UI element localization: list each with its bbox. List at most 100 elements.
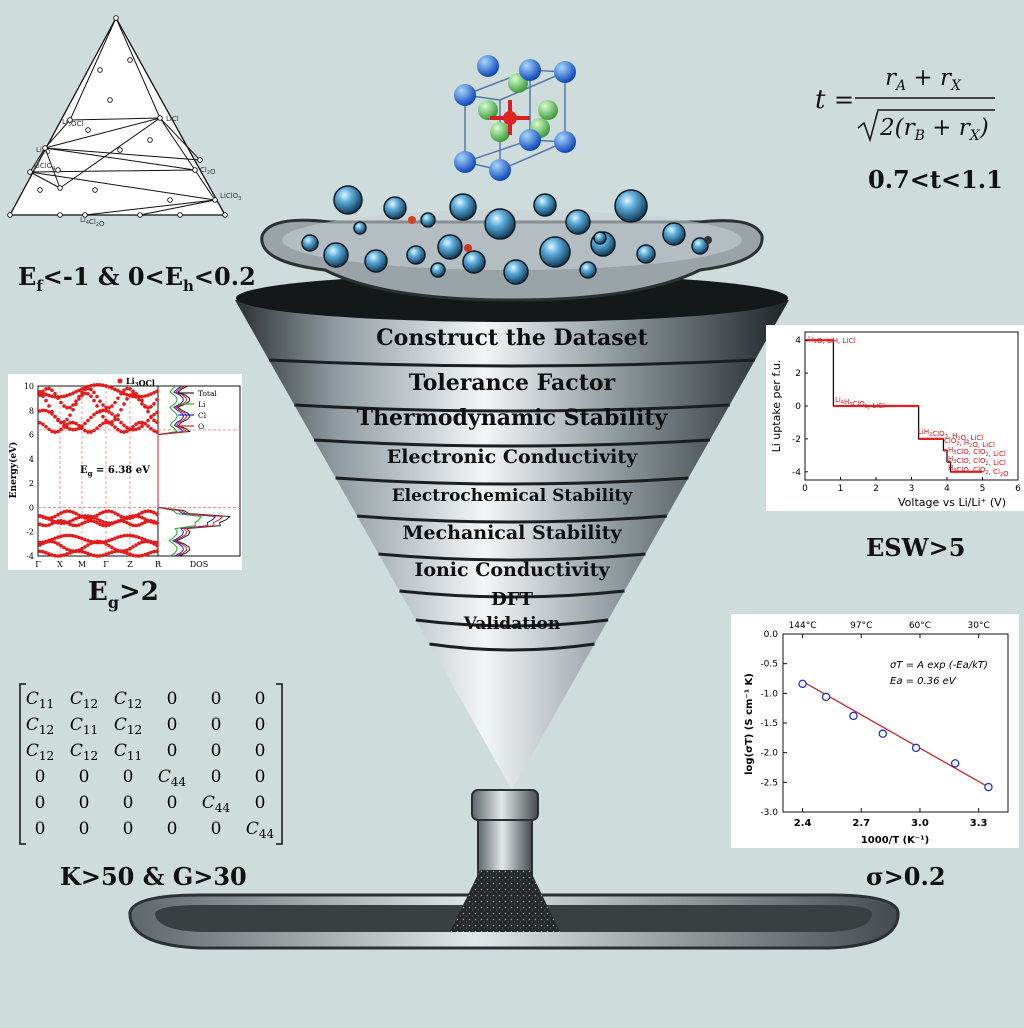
band-point — [152, 402, 156, 406]
band-point — [71, 391, 75, 395]
band-point — [89, 430, 93, 434]
band-point — [101, 523, 105, 528]
band-point — [44, 387, 48, 391]
svg-text:Eg>2: Eg>2 — [88, 577, 159, 612]
funnel-step-label: Thermodynamic Stability — [357, 405, 669, 431]
band-point — [122, 550, 126, 554]
funnel-ring — [268, 358, 756, 368]
matrix-cell: C11 — [70, 715, 98, 737]
band-point — [56, 512, 60, 517]
band-point — [77, 523, 81, 527]
band-point — [152, 418, 156, 423]
band-point — [86, 543, 90, 547]
phase-point — [97, 67, 103, 73]
band-point — [107, 551, 111, 555]
band-point — [140, 424, 144, 428]
matrix-cell: 0 — [35, 793, 46, 813]
filtered-particles — [450, 870, 560, 932]
band-point — [53, 430, 57, 434]
molecule-bubble — [333, 185, 363, 215]
band-point — [104, 542, 108, 546]
band-point — [74, 399, 78, 403]
band-point — [110, 550, 114, 554]
funnel-ring — [399, 589, 625, 599]
band-point — [134, 422, 138, 427]
band-point — [53, 536, 57, 541]
band-point — [53, 391, 57, 396]
band-point — [113, 425, 117, 429]
band-point — [68, 405, 72, 410]
band-point — [80, 536, 84, 541]
band-point — [104, 405, 108, 410]
arrhenius-xlabel: 1000/T (K⁻¹) — [861, 835, 929, 846]
k-point-label: Γ — [103, 560, 109, 569]
molecule-bubble — [301, 234, 319, 252]
band-point — [134, 391, 138, 396]
legend-label: O — [198, 422, 204, 431]
band-point — [113, 536, 117, 541]
svg-text:2(rB + rX): 2(rB + rX) — [879, 115, 989, 144]
band-point — [65, 417, 69, 422]
phase-point — [67, 117, 73, 123]
band-point — [104, 384, 108, 388]
band-point — [140, 521, 144, 526]
band-point — [62, 404, 66, 408]
molecule-bubble — [437, 234, 463, 260]
band-point — [113, 400, 117, 405]
band-point — [107, 509, 111, 513]
band-point — [119, 407, 123, 412]
matrix-cell: C12 — [114, 689, 142, 711]
band-point — [128, 552, 132, 557]
band-point — [140, 553, 144, 558]
matrix-cell: 0 — [35, 819, 46, 839]
band-point — [110, 521, 114, 526]
phase-point — [55, 167, 61, 173]
band-point — [140, 510, 144, 515]
band-point — [44, 523, 48, 528]
band-point — [146, 406, 150, 410]
band-point — [53, 414, 57, 419]
molecule-bubble — [662, 222, 686, 246]
band-point — [107, 405, 111, 410]
band-point — [62, 553, 66, 557]
phase-point — [113, 15, 119, 21]
funnel-step-label: DFT — [491, 589, 533, 610]
band-point — [116, 535, 120, 539]
phase-point — [117, 147, 123, 153]
band-point — [98, 511, 102, 516]
band-point — [38, 543, 42, 547]
band-point — [89, 415, 93, 420]
band-point — [122, 430, 126, 434]
esw-ytick: 2 — [795, 369, 801, 379]
lithium-atom — [454, 84, 476, 106]
band-point — [38, 420, 42, 425]
band-point — [146, 551, 150, 556]
band-point — [47, 552, 51, 556]
matrix-cell: 0 — [167, 741, 178, 761]
molecule-bubble — [503, 259, 529, 285]
band-point — [41, 391, 45, 395]
band-point — [146, 509, 150, 513]
matrix-cell: C12 — [114, 715, 142, 737]
matrix-cell: C12 — [26, 741, 54, 763]
arrhenius-ytick: -3.0 — [760, 808, 778, 818]
band-point — [134, 554, 138, 558]
band-point — [71, 407, 75, 412]
band-point — [149, 404, 153, 409]
band-point — [92, 398, 96, 403]
band-point — [80, 387, 84, 391]
band-point — [116, 519, 120, 523]
band-point — [155, 549, 159, 553]
molecule-bubble — [533, 193, 557, 217]
matrix-left-bracket — [19, 683, 26, 845]
band-point — [83, 391, 87, 396]
band-point — [38, 514, 42, 518]
band-point — [125, 551, 129, 555]
matrix-cell: 0 — [167, 689, 178, 709]
band-point — [92, 540, 96, 544]
band-point — [152, 510, 156, 515]
band-point — [71, 518, 75, 522]
band-point — [110, 422, 114, 427]
phase-label: Li3OCl — [62, 118, 83, 128]
band-point — [86, 384, 90, 389]
